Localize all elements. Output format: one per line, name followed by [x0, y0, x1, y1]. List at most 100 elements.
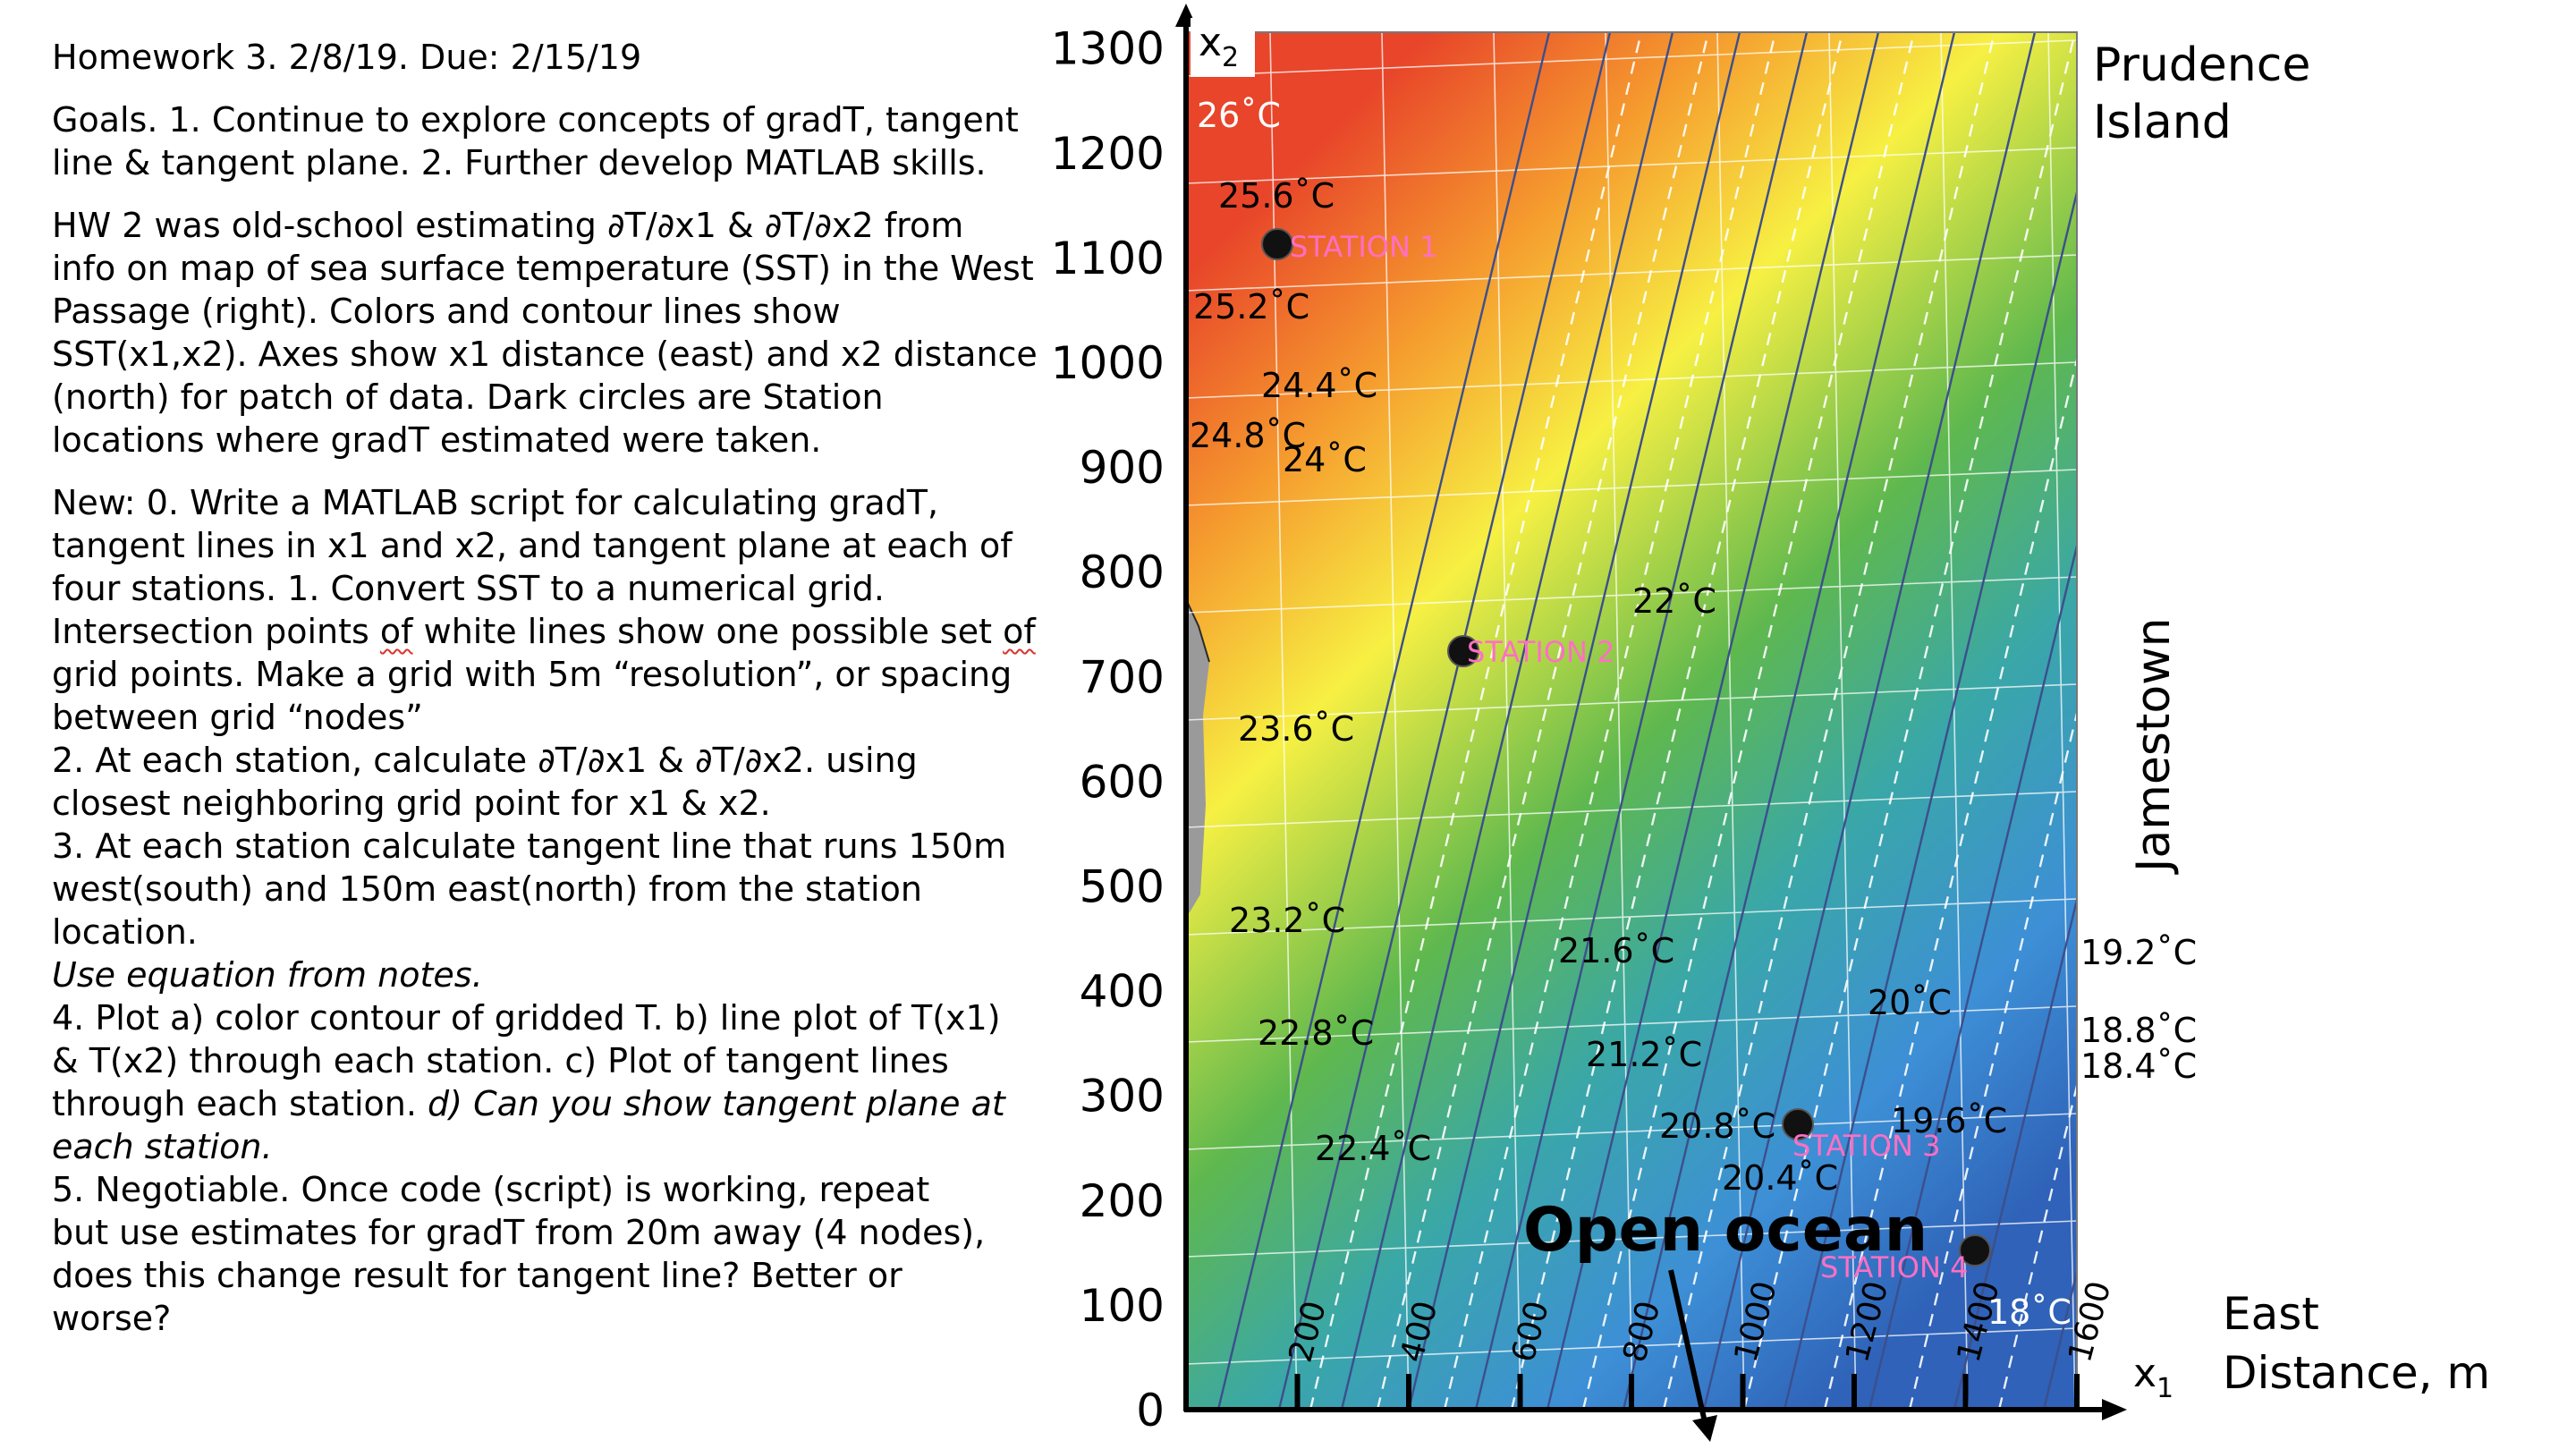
station-marker [1447, 635, 1479, 667]
contour-label: 23.6˚C [1238, 709, 1354, 749]
contour-label: 24.4˚C [1261, 366, 1377, 405]
contour-labels: 26˚C 25.6˚C 25.2˚C 24.4˚C 24.8˚C24˚C 22˚C 23.6… [1190, 96, 2197, 1332]
homework-title: Homework 3. 2/8/19. Due: 2/15/19 [52, 38, 642, 77]
contour-label: 23.2˚C [1229, 901, 1345, 940]
new-line: location. [52, 912, 198, 952]
prudence-island-label: Prudence [2093, 38, 2310, 92]
shoreline-rocks [1186, 599, 1209, 914]
hw2-line: locations where gradT estimated were tak… [52, 420, 822, 460]
contour-label: 20.4˚C [1722, 1158, 1838, 1198]
contour-label: 18.4˚C [2080, 1046, 2197, 1086]
prudence-island-label: Island [2093, 96, 2232, 149]
contour-label: 21.2˚C [1586, 1035, 1702, 1074]
contour-line [1407, 32, 1741, 1410]
station-label: STATION 2 [1467, 635, 1614, 669]
y-tick-label: 900 [1080, 442, 1165, 494]
y-tick-label: 600 [1080, 756, 1165, 808]
item-4: & T(x2) through each station. c) Plot of… [52, 1041, 949, 1080]
x2-symbol-bg [1191, 18, 1255, 77]
new-line: tangent lines in x1 and x2, and tangent … [52, 526, 1013, 565]
new-line: four stations. 1. Convert SST to a numer… [52, 569, 885, 608]
y-ticks: 0 100 200 300 400 500 600 700 800 900 1000 1100 1200… [1051, 23, 1165, 1436]
contour-line-dashed [2178, 32, 2509, 1410]
y-tick-label: 0 [1136, 1385, 1165, 1436]
y-tick-label: 1000 [1051, 337, 1165, 389]
contour-line [2042, 1267, 2077, 1410]
new-line: 3. At each station calculate tangent lin… [52, 826, 1007, 866]
contour-label: 18˚C [1987, 1292, 2072, 1332]
y-tick-label: 1300 [1051, 23, 1165, 75]
item-4: each station. [52, 1127, 273, 1166]
open-ocean-arrow-line [1668, 1269, 1707, 1423]
y-tick-label: 400 [1080, 966, 1165, 1018]
contour-label: 26˚C [1197, 96, 1281, 135]
hw2-line: (north) for patch of data. Dark circles … [52, 377, 884, 417]
coastline [1186, 598, 1210, 663]
contour-line [1622, 32, 1956, 1410]
y-tick-label: 1100 [1051, 233, 1165, 284]
contour-line [1216, 32, 1551, 1410]
hw2-line: SST(x1,x2). Axes show x1 distance (east)… [52, 335, 1038, 374]
y-tick-label: 1200 [1051, 128, 1165, 180]
item-5: 5. Negotiable. Once code (script) is wor… [52, 1170, 930, 1209]
contour-label: 22˚C [1632, 581, 1716, 621]
new-line: grid points. Make a grid with 5m “resolu… [52, 655, 1013, 694]
x-axis-label-distance: Distance, m [2223, 1347, 2490, 1399]
station-label: STATION 4 [1820, 1250, 1968, 1284]
contour-label: 25.6˚C [1218, 176, 1335, 216]
x-axis-label-east: East [2223, 1288, 2319, 1340]
contour-label: 24.8˚C [1190, 416, 1306, 455]
y-tick-label: 800 [1080, 547, 1165, 598]
new-line: 2. At each station, calculate ∂T/∂x1 & ∂… [52, 741, 918, 780]
x-axis-symbol: x1 [2133, 1351, 2174, 1404]
y-tick-label: 300 [1080, 1071, 1165, 1123]
contour-label: 20˚C [1868, 983, 1952, 1022]
contour-label: 21.6˚C [1558, 931, 1674, 970]
hw2-line: info on map of sea surface temperature (… [52, 249, 1034, 288]
y-tick-label: 500 [1080, 861, 1165, 913]
contour-line [1702, 32, 2037, 1410]
station-marker [1782, 1108, 1814, 1140]
station-label: STATION 1 [1290, 230, 1437, 264]
contour-label: 25.2˚C [1193, 287, 1309, 326]
contour-line [1277, 32, 1612, 1410]
contour-label: 22.8˚C [1258, 1013, 1374, 1053]
contour-label: 19.6˚C [1891, 1101, 2007, 1140]
y-tick-label: 200 [1080, 1175, 1165, 1227]
x-axis-arrow [2102, 1399, 2127, 1420]
homework-text: Homework 3. 2/8/19. Due: 2/15/19 Goals. … [52, 36, 1054, 1340]
y-tick-label: 100 [1080, 1280, 1165, 1332]
new-line-intersection: Intersection points of white lines show … [52, 612, 1036, 651]
y-tick-label: 700 [1080, 651, 1165, 703]
open-ocean-label: Open ocean [1523, 1195, 1928, 1266]
hw2-line: HW 2 was old-school estimating ∂T/∂x1 & … [52, 206, 964, 245]
contour-line [1783, 187, 2077, 1410]
hw2-line: Passage (right). Colors and contour line… [52, 292, 841, 331]
item-4: 4. Plot a) color contour of gridded T. b… [52, 998, 1001, 1038]
new-line: New: 0. Write a MATLAB script for calcul… [52, 483, 939, 522]
italic-note: Use equation from notes. [52, 955, 483, 995]
station-label: STATION 3 [1792, 1129, 1940, 1163]
y-axis-symbol: x2 [1199, 20, 1239, 73]
contour-line [1340, 32, 1674, 1410]
contour-line [1953, 894, 2077, 1410]
new-line: between grid “nodes” [52, 698, 423, 737]
item-5: does this change result for tangent line… [52, 1256, 902, 1295]
new-line: west(south) and 150m east(north) from th… [52, 869, 922, 909]
station-marker [1261, 228, 1293, 260]
spellcheck-word: of [1003, 612, 1036, 651]
contour-line [1474, 32, 1809, 1410]
item-5: but use estimates for gradT from 20m awa… [52, 1213, 986, 1252]
spellcheck-word: of [379, 612, 413, 651]
station-marker [1959, 1234, 1991, 1267]
new-line: closest neighboring grid point for x1 & … [52, 784, 771, 823]
contour-line [2133, 32, 2464, 1410]
contour-line [1546, 32, 1880, 1410]
station-markers: STATION 1 STATION 2 STATION 3 STATION 4 [1261, 228, 1991, 1284]
item-5: worse? [52, 1299, 172, 1338]
contour-label: 18.8˚C [2080, 1011, 2197, 1050]
contour-label: 22.4˚C [1315, 1129, 1431, 1168]
contour-label: 19.2˚C [2080, 933, 2197, 972]
item-4: through each station. d) Can you show ta… [52, 1084, 1005, 1123]
